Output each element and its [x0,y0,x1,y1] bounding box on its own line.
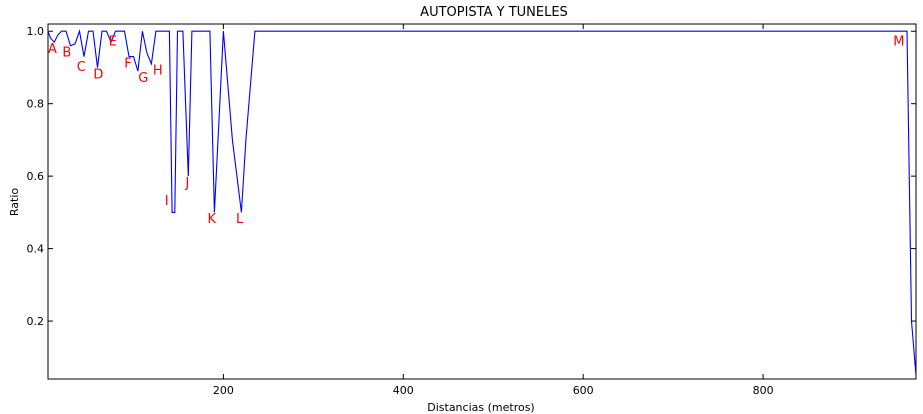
annotation-label: A [48,42,57,57]
annotation-label: J [184,176,189,191]
x-tick-label: 600 [573,384,594,397]
annotation-label: K [207,212,216,227]
annotation-label: F [124,56,131,71]
annotation-label: B [62,46,71,61]
y-tick-label: 0.6 [27,170,45,183]
y-tick-label: 0.8 [27,98,45,111]
x-tick-label: 400 [393,384,414,397]
series-line [47,29,917,376]
axis-ticks: 200 400 600 800 0.2 0.4 0.6 0.8 1.0 [27,24,916,397]
x-tick-label: 200 [213,384,234,397]
annotation-layer: A BC D EFG H IJ K L M [48,35,904,228]
annotation-label: I [165,194,169,209]
annotation-label: E [109,35,117,50]
y-tick-label: 1.0 [27,25,45,38]
annotation-label: C [77,60,86,75]
y-tick-label: 0.4 [27,243,45,256]
chart-title: AUTOPISTA Y TUNELES [420,5,568,20]
y-axis-label: Ratio [8,188,21,217]
annotation-label: H [153,64,163,79]
annotation-label: L [236,212,244,227]
x-axis-label: Distancias (metros) [427,401,534,414]
plot-area [47,23,917,380]
y-tick-label: 0.2 [27,315,45,328]
annotation-label: G [138,71,148,86]
annotation-label: M [893,35,904,50]
x-tick-label: 800 [753,384,774,397]
annotation-label: D [93,67,103,82]
series-layer [47,29,917,376]
